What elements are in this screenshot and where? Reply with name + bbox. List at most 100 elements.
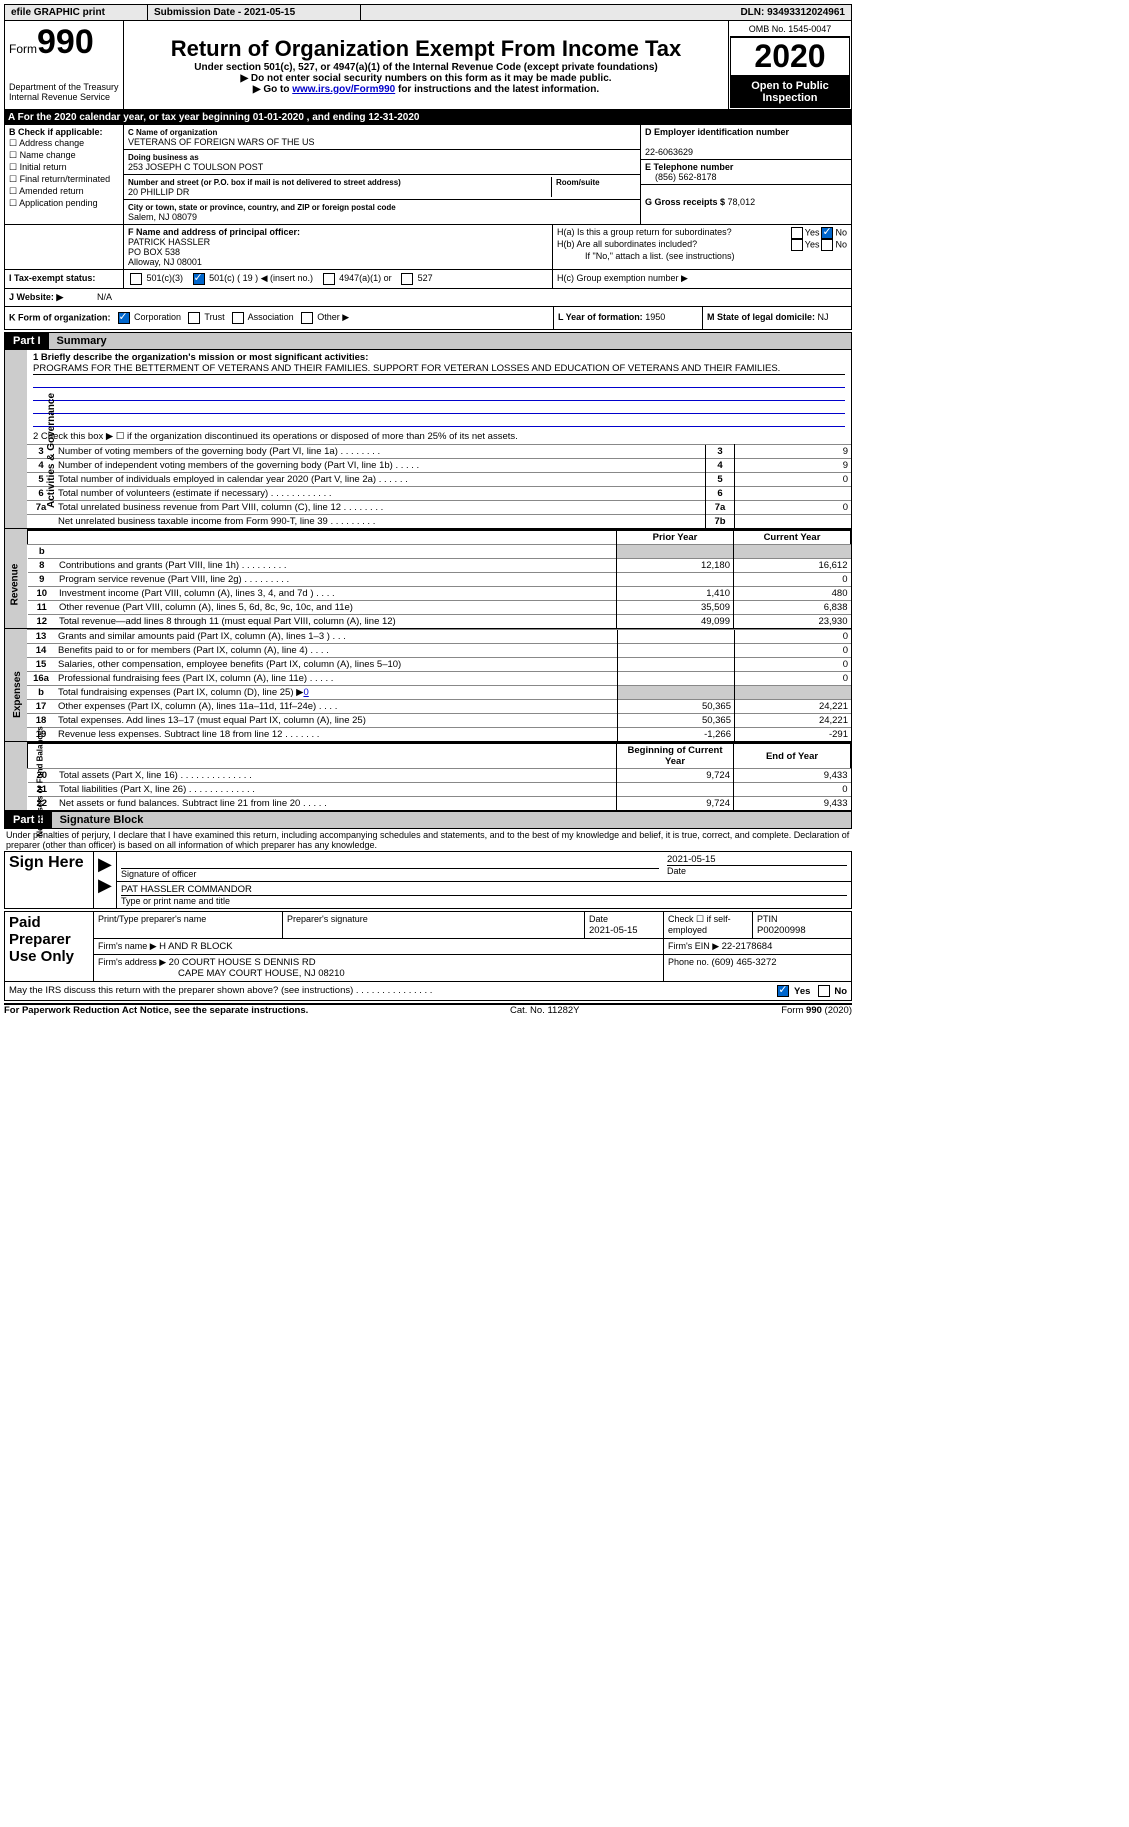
perjury-declaration: Under penalties of perjury, I declare th… bbox=[4, 829, 852, 851]
vside-ag: Activities & Governance bbox=[5, 350, 27, 528]
col-b: B Check if applicable: ☐ Address change … bbox=[5, 125, 124, 224]
firm-addr2: CAPE MAY COURT HOUSE, NJ 08210 bbox=[98, 968, 345, 979]
revenue-block: Revenue Prior YearCurrent Yearb8Contribu… bbox=[4, 529, 852, 629]
table-row: 17Other expenses (Part IX, column (A), l… bbox=[27, 700, 851, 714]
form-number-footer: Form 990 (2020) bbox=[781, 1005, 852, 1016]
table-header-row: Prior YearCurrent Year bbox=[28, 530, 851, 545]
dba-name: 253 JOSEPH C TOULSON POST bbox=[128, 162, 263, 172]
efile-label[interactable]: efile GRAPHIC print bbox=[5, 5, 148, 21]
ha-no[interactable]: No bbox=[819, 227, 847, 239]
dept-treasury: Department of the Treasury bbox=[9, 82, 119, 92]
sign-here-table: Sign Here ▶▶ Signature of officer 2021-0… bbox=[4, 851, 852, 909]
hc-block: H(c) Group exemption number ▶ bbox=[552, 270, 851, 288]
col-d: D Employer identification number22-60636… bbox=[640, 125, 851, 224]
cb-assoc[interactable]: Association bbox=[230, 312, 294, 322]
firm-name: H AND R BLOCK bbox=[159, 941, 232, 952]
table-row: 18Total expenses. Add lines 13–17 (must … bbox=[27, 714, 851, 728]
officer-name: PAT HASSLER COMMANDOR bbox=[121, 884, 847, 895]
ptin: P00200998 bbox=[757, 925, 806, 936]
table-row: 10Investment income (Part VIII, column (… bbox=[28, 587, 851, 601]
table-expenses: 13Grants and similar amounts paid (Part … bbox=[27, 629, 851, 741]
irs-link[interactable]: www.irs.gov/Form990 bbox=[292, 84, 395, 95]
table-row: 15Salaries, other compensation, employee… bbox=[27, 658, 851, 672]
entity-block: B Check if applicable: ☐ Address change … bbox=[4, 125, 852, 225]
vside-net: Net Assets or Fund Balances bbox=[5, 742, 27, 810]
cb-final-return[interactable]: ☐ Final return/terminated bbox=[9, 174, 119, 185]
open-public-inspection: Open to Public Inspection bbox=[730, 76, 850, 108]
cb-other[interactable]: Other ▶ bbox=[299, 312, 349, 322]
cb-name-change[interactable]: ☐ Name change bbox=[9, 150, 119, 161]
fh-block: F Name and address of principal officer:… bbox=[4, 225, 852, 270]
arrow-icon: ▶▶ bbox=[94, 852, 117, 909]
paid-preparer-label: Paid Preparer Use Only bbox=[5, 912, 94, 982]
table-row: b bbox=[28, 545, 851, 559]
hb-yes[interactable]: Yes bbox=[789, 239, 820, 251]
cb-527[interactable]: 527 bbox=[399, 273, 433, 283]
cb-501c[interactable]: 501(c) ( 19 ) ◀ (insert no.) bbox=[191, 273, 313, 283]
irs-label: Internal Revenue Service bbox=[9, 92, 119, 102]
cb-self-employed[interactable]: Check ☐ if self-employed bbox=[668, 914, 731, 935]
cb-trust[interactable]: Trust bbox=[186, 312, 225, 322]
sig-officer-label: Signature of officer bbox=[121, 868, 659, 879]
city-state-zip: Salem, NJ 08079 bbox=[128, 212, 197, 222]
ha-yes[interactable]: Yes bbox=[789, 227, 820, 239]
subtitle-3: ▶ Go to www.irs.gov/Form990 for instruct… bbox=[128, 84, 724, 95]
subtitle-1: Under section 501(c), 527, or 4947(a)(1)… bbox=[128, 62, 724, 73]
table-row: 7aTotal unrelated business revenue from … bbox=[27, 501, 851, 515]
discuss-row: May the IRS discuss this return with the… bbox=[4, 982, 852, 1001]
cb-amended-return[interactable]: ☐ Amended return bbox=[9, 186, 119, 197]
hb-no[interactable]: No bbox=[819, 239, 847, 251]
part1-body: Activities & Governance 1 Briefly descri… bbox=[4, 350, 852, 529]
h-block: H(a) Is this a group return for subordin… bbox=[552, 225, 851, 269]
fundraising-link[interactable]: 0 bbox=[303, 687, 308, 698]
cat-no: Cat. No. 11282Y bbox=[510, 1005, 580, 1016]
sign-here-label: Sign Here bbox=[5, 852, 94, 909]
firm-addr1: 20 COURT HOUSE S DENNIS RD bbox=[169, 957, 316, 968]
paid-preparer-table: Paid Preparer Use Only Print/Type prepar… bbox=[4, 911, 852, 982]
cb-4947[interactable]: 4947(a)(1) or bbox=[321, 273, 392, 283]
cb-initial-return[interactable]: ☐ Initial return bbox=[9, 162, 119, 173]
table-row: 22Net assets or fund balances. Subtract … bbox=[28, 797, 851, 811]
table-row: 14Benefits paid to or for members (Part … bbox=[27, 644, 851, 658]
table-activities-governance: 3Number of voting members of the governi… bbox=[27, 444, 851, 528]
firm-phone: (609) 465-3272 bbox=[712, 957, 777, 968]
line-a: A For the 2020 calendar year, or tax yea… bbox=[4, 110, 852, 125]
cb-address-change[interactable]: ☐ Address change bbox=[9, 138, 119, 149]
prep-date: 2021-05-15 bbox=[589, 925, 638, 936]
col-c: C Name of organization VETERANS OF FOREI… bbox=[124, 125, 640, 224]
room-suite-label: Room/suite bbox=[556, 178, 600, 187]
website-value: N/A bbox=[93, 289, 116, 306]
table-row: 16aProfessional fundraising fees (Part I… bbox=[27, 672, 851, 686]
street-address: 20 PHILLIP DR bbox=[128, 187, 189, 197]
p1-line1-label: 1 Briefly describe the organization's mi… bbox=[33, 352, 368, 363]
table-row: 20Total assets (Part X, line 16) . . . .… bbox=[28, 769, 851, 783]
table-row: 8Contributions and grants (Part VIII, li… bbox=[28, 559, 851, 573]
cb-corp[interactable]: Corporation bbox=[116, 312, 182, 322]
table-row: Net unrelated business taxable income fr… bbox=[27, 515, 851, 529]
dln: DLN: 93493312024961 bbox=[408, 5, 852, 21]
cb-application-pending[interactable]: ☐ Application pending bbox=[9, 198, 119, 209]
table-row: 13Grants and similar amounts paid (Part … bbox=[27, 630, 851, 644]
discuss-yes[interactable]: Yes bbox=[775, 986, 810, 997]
table-row: 3Number of voting members of the governi… bbox=[27, 445, 851, 459]
table-row: 21Total liabilities (Part X, line 26) . … bbox=[28, 783, 851, 797]
part2-header: Part II Signature Block bbox=[4, 811, 852, 829]
table-row: 19Revenue less expenses. Subtract line 1… bbox=[27, 728, 851, 742]
form-title: Return of Organization Exempt From Incom… bbox=[128, 36, 724, 62]
submission-date: Submission Date - 2021-05-15 bbox=[148, 5, 361, 21]
form-header: Form990 Department of the Treasury Inter… bbox=[4, 21, 852, 110]
cb-501c3[interactable]: 501(c)(3) bbox=[128, 273, 183, 283]
subtitle-2: ▶ Do not enter social security numbers o… bbox=[128, 73, 724, 84]
discuss-no[interactable]: No bbox=[816, 986, 847, 997]
table-row: 4Number of independent voting members of… bbox=[27, 459, 851, 473]
form-number: Form990 bbox=[9, 23, 119, 62]
table-row: 9Program service revenue (Part VIII, lin… bbox=[28, 573, 851, 587]
table-header-row: Beginning of Current YearEnd of Year bbox=[28, 743, 851, 769]
year-formation: L Year of formation: 1950 bbox=[553, 307, 702, 329]
vside-revenue: Revenue bbox=[5, 529, 27, 628]
row-k: K Form of organization: Corporation Trus… bbox=[4, 307, 852, 330]
expenses-block: Expenses 13Grants and similar amounts pa… bbox=[4, 629, 852, 742]
sig-date: 2021-05-15 bbox=[667, 854, 847, 865]
mission-text: PROGRAMS FOR THE BETTERMENT OF VETERANS … bbox=[33, 363, 845, 375]
state-domicile: M State of legal domicile: NJ bbox=[702, 307, 851, 329]
